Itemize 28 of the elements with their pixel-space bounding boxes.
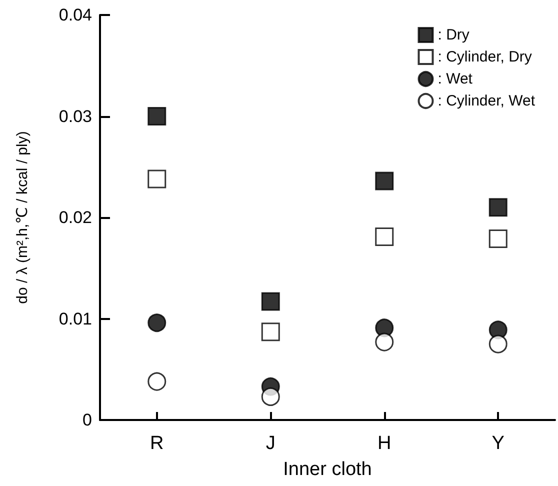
point [148,372,166,391]
y-axis-title: do / λ (m²,h,℃ / kcal / ply) [14,131,31,304]
x-tick-label: J [266,433,276,454]
legend-label: : Cylinder, Dry [438,48,532,66]
point [261,322,280,342]
y-tick-label: 0.03 [58,106,92,126]
point [488,230,508,248]
legend-label: : Wet [438,70,474,88]
point [148,170,166,188]
legend-label: : Dry [438,26,470,44]
x-tick-label: Y [492,433,505,454]
y-tick-label: 0.02 [58,208,92,227]
x-tick-label: R [150,433,164,454]
point [375,172,394,190]
point [488,334,508,354]
x-tick-label: H [378,433,392,454]
y-tick-label: 0.01 [58,309,92,328]
point [261,387,280,406]
point [488,198,508,217]
point [148,107,166,126]
y-tick-label: 0 [82,410,92,430]
point [375,332,394,352]
point [375,227,394,246]
y-tick-label: 0.04 [58,6,92,24]
legend-label: : Cylinder, Wet [438,92,536,110]
point [261,292,280,311]
point [148,314,166,332]
x-axis-title: Inner cloth [283,459,372,480]
